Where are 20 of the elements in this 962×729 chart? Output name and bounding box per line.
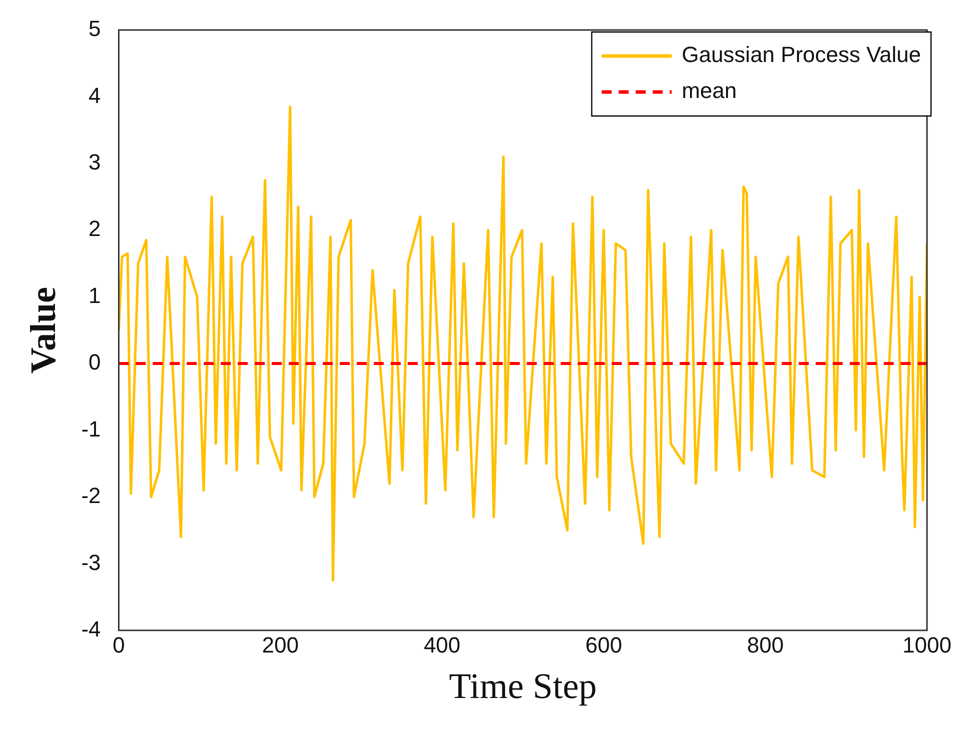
- x-tick-label: 600: [585, 632, 622, 658]
- x-tick-label: 400: [424, 632, 460, 658]
- y-tick-label: -1: [81, 416, 101, 442]
- y-tick-label: 4: [88, 82, 101, 108]
- x-tick-label: 1000: [902, 632, 952, 658]
- y-tick-label: 3: [88, 149, 101, 174]
- x-tick-label: 800: [746, 632, 784, 658]
- x-tick-label: 0: [112, 632, 125, 658]
- y-tick-label: 5: [88, 16, 101, 42]
- y-tick-label: 2: [88, 216, 101, 242]
- y-tick-label: -3: [81, 550, 101, 575]
- legend-label: mean: [682, 78, 737, 104]
- legend-label: Gaussian Process Value: [682, 42, 922, 68]
- y-tick-label: -2: [81, 483, 101, 508]
- x-axis-title: Time Step: [449, 666, 597, 706]
- y-axis-title: Value: [22, 286, 63, 374]
- x-tick-label: 200: [262, 632, 299, 658]
- y-tick-label: 0: [88, 350, 101, 375]
- y-tick-label: 1: [88, 282, 101, 308]
- y-tick-label: -4: [81, 616, 101, 642]
